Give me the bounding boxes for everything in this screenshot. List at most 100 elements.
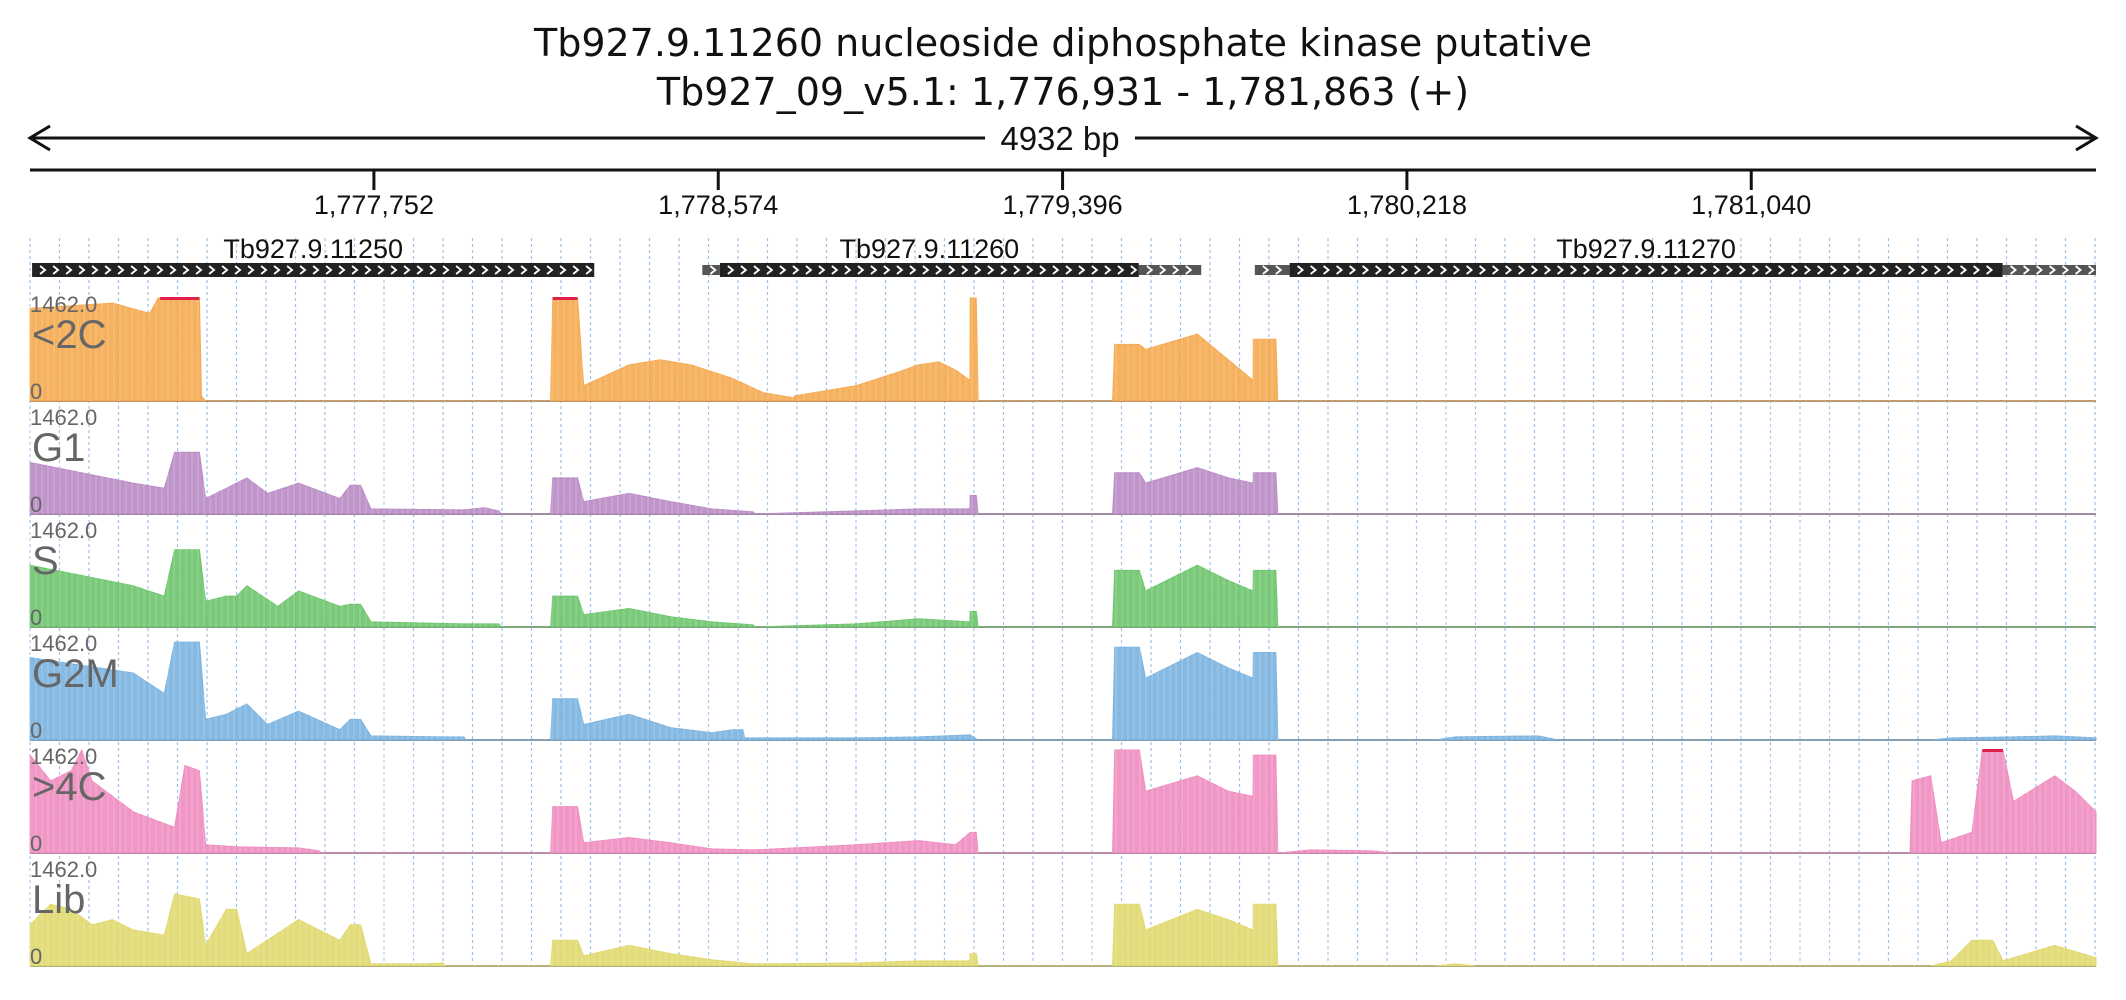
strand-chevron-icon (1856, 265, 1864, 275)
strand-chevron-icon (1505, 265, 1513, 275)
strand-chevron-icon (1518, 265, 1526, 275)
strand-chevron-icon (792, 265, 800, 275)
coverage-tracks: 1462.00<2C1462.00G11462.00S1462.00G2M146… (29, 292, 2097, 969)
strand-chevron-icon (1973, 265, 1981, 275)
gene-1: Tb927.9.11260 (702, 234, 1202, 277)
track-name: >4C (32, 765, 107, 809)
ruler-tick-label-3: 1,780,218 (1347, 190, 1467, 220)
strand-chevron-icon (1687, 265, 1695, 275)
ruler-tick-label-4: 1,781,040 (1691, 190, 1811, 220)
strand-chevron-icon (1752, 265, 1760, 275)
strand-chevron-icon (1159, 265, 1167, 275)
strand-chevron-icon (2023, 265, 2031, 275)
gene-utr (1138, 265, 1202, 275)
strand-chevron-icon (1104, 265, 1112, 275)
strand-chevron-icon (403, 265, 411, 275)
strand-chevron-icon (1817, 265, 1825, 275)
strand-chevron-icon (1661, 265, 1669, 275)
strand-chevron-icon (299, 265, 307, 275)
gene-label-0: Tb927.9.11250 (223, 234, 403, 264)
strand-chevron-icon (1739, 265, 1747, 275)
strand-chevron-icon (559, 265, 567, 275)
strand-chevron-icon (78, 265, 86, 275)
strand-chevron-icon (338, 265, 346, 275)
coverage-area (29, 893, 2097, 967)
strand-chevron-icon (1557, 265, 1565, 275)
strand-chevron-icon (429, 265, 437, 275)
strand-chevron-icon (130, 265, 138, 275)
strand-chevron-icon (481, 265, 489, 275)
strand-chevron-icon (390, 265, 398, 275)
strand-chevron-icon (727, 265, 735, 275)
track-min-label: 0 (30, 718, 42, 743)
strand-chevron-icon (1453, 265, 1461, 275)
strand-chevron-icon (935, 265, 943, 275)
track-max-label: 1462.0 (30, 405, 97, 430)
gene-0: Tb927.9.11250 (32, 234, 595, 277)
arrow-head-left-icon (27, 124, 51, 152)
strand-chevron-icon (805, 265, 813, 275)
strand-chevron-icon (1172, 265, 1180, 275)
strand-chevron-icon (1146, 265, 1154, 275)
track-min-label: 0 (30, 831, 42, 856)
strand-chevron-icon (818, 265, 826, 275)
strand-chevron-icon (2088, 265, 2096, 275)
gene-cds (32, 263, 595, 277)
strand-chevron-icon (974, 265, 982, 275)
strand-chevron-icon (312, 265, 320, 275)
strand-chevron-icon (1882, 265, 1890, 275)
gene-label-2: Tb927.9.11270 (1556, 234, 1736, 264)
strand-chevron-icon (572, 265, 580, 275)
strand-chevron-icon (169, 265, 177, 275)
strand-chevron-icon (416, 265, 424, 275)
strand-chevron-icon (1648, 265, 1656, 275)
strand-chevron-icon (1635, 265, 1643, 275)
strand-chevron-icon (104, 265, 112, 275)
track-5: 1462.0 0 Lib (29, 857, 2097, 969)
strand-chevron-icon (468, 265, 476, 275)
strand-chevron-icon (1609, 265, 1617, 275)
gene-utr (702, 265, 720, 275)
gene-label-1: Tb927.9.11260 (840, 234, 1020, 264)
strand-chevron-icon (1414, 265, 1422, 275)
strand-chevron-icon (520, 265, 528, 275)
strand-chevron-icon (857, 265, 865, 275)
strand-chevron-icon (1065, 265, 1073, 275)
strand-chevron-icon (896, 265, 904, 275)
ruler-tick-label-0: 1,777,752 (314, 190, 434, 220)
clip-marker (552, 297, 578, 300)
strand-chevron-icon (1765, 265, 1773, 275)
gene-track: Tb927.9.11250 Tb927.9.11260 Tb927.9.11270 (32, 234, 2096, 277)
strand-chevron-icon (1726, 265, 1734, 275)
strand-chevron-icon (2036, 265, 2044, 275)
strand-chevron-icon (1349, 265, 1357, 275)
strand-chevron-icon (2075, 265, 2083, 275)
strand-chevron-icon (325, 265, 333, 275)
clip-marker (160, 297, 200, 300)
strand-chevron-icon (1323, 265, 1331, 275)
strand-chevron-icon (286, 265, 294, 275)
strand-chevron-icon (247, 265, 255, 275)
strand-chevron-icon (156, 265, 164, 275)
strand-chevron-icon (740, 265, 748, 275)
track-1: 1462.0 0 G1 (29, 405, 2096, 517)
strand-chevron-icon (1275, 265, 1283, 275)
strand-chevron-icon (494, 265, 502, 275)
gene-cds (1289, 263, 2003, 277)
strand-chevron-icon (546, 265, 554, 275)
strand-chevron-icon (766, 265, 774, 275)
strand-chevron-icon (1388, 265, 1396, 275)
track-min-label: 0 (30, 379, 42, 404)
strand-chevron-icon (922, 265, 930, 275)
coverage-area (29, 748, 2097, 854)
strand-chevron-icon (1843, 265, 1851, 275)
strand-chevron-icon (1052, 265, 1060, 275)
strand-chevron-icon (1804, 265, 1812, 275)
strand-chevron-icon (1895, 265, 1903, 275)
strand-chevron-icon (1908, 265, 1916, 275)
strand-chevron-icon (831, 265, 839, 275)
strand-chevron-icon (1336, 265, 1344, 275)
strand-chevron-icon (1375, 265, 1383, 275)
span-label: 4932 bp (1000, 120, 1119, 157)
strand-chevron-icon (709, 265, 717, 275)
